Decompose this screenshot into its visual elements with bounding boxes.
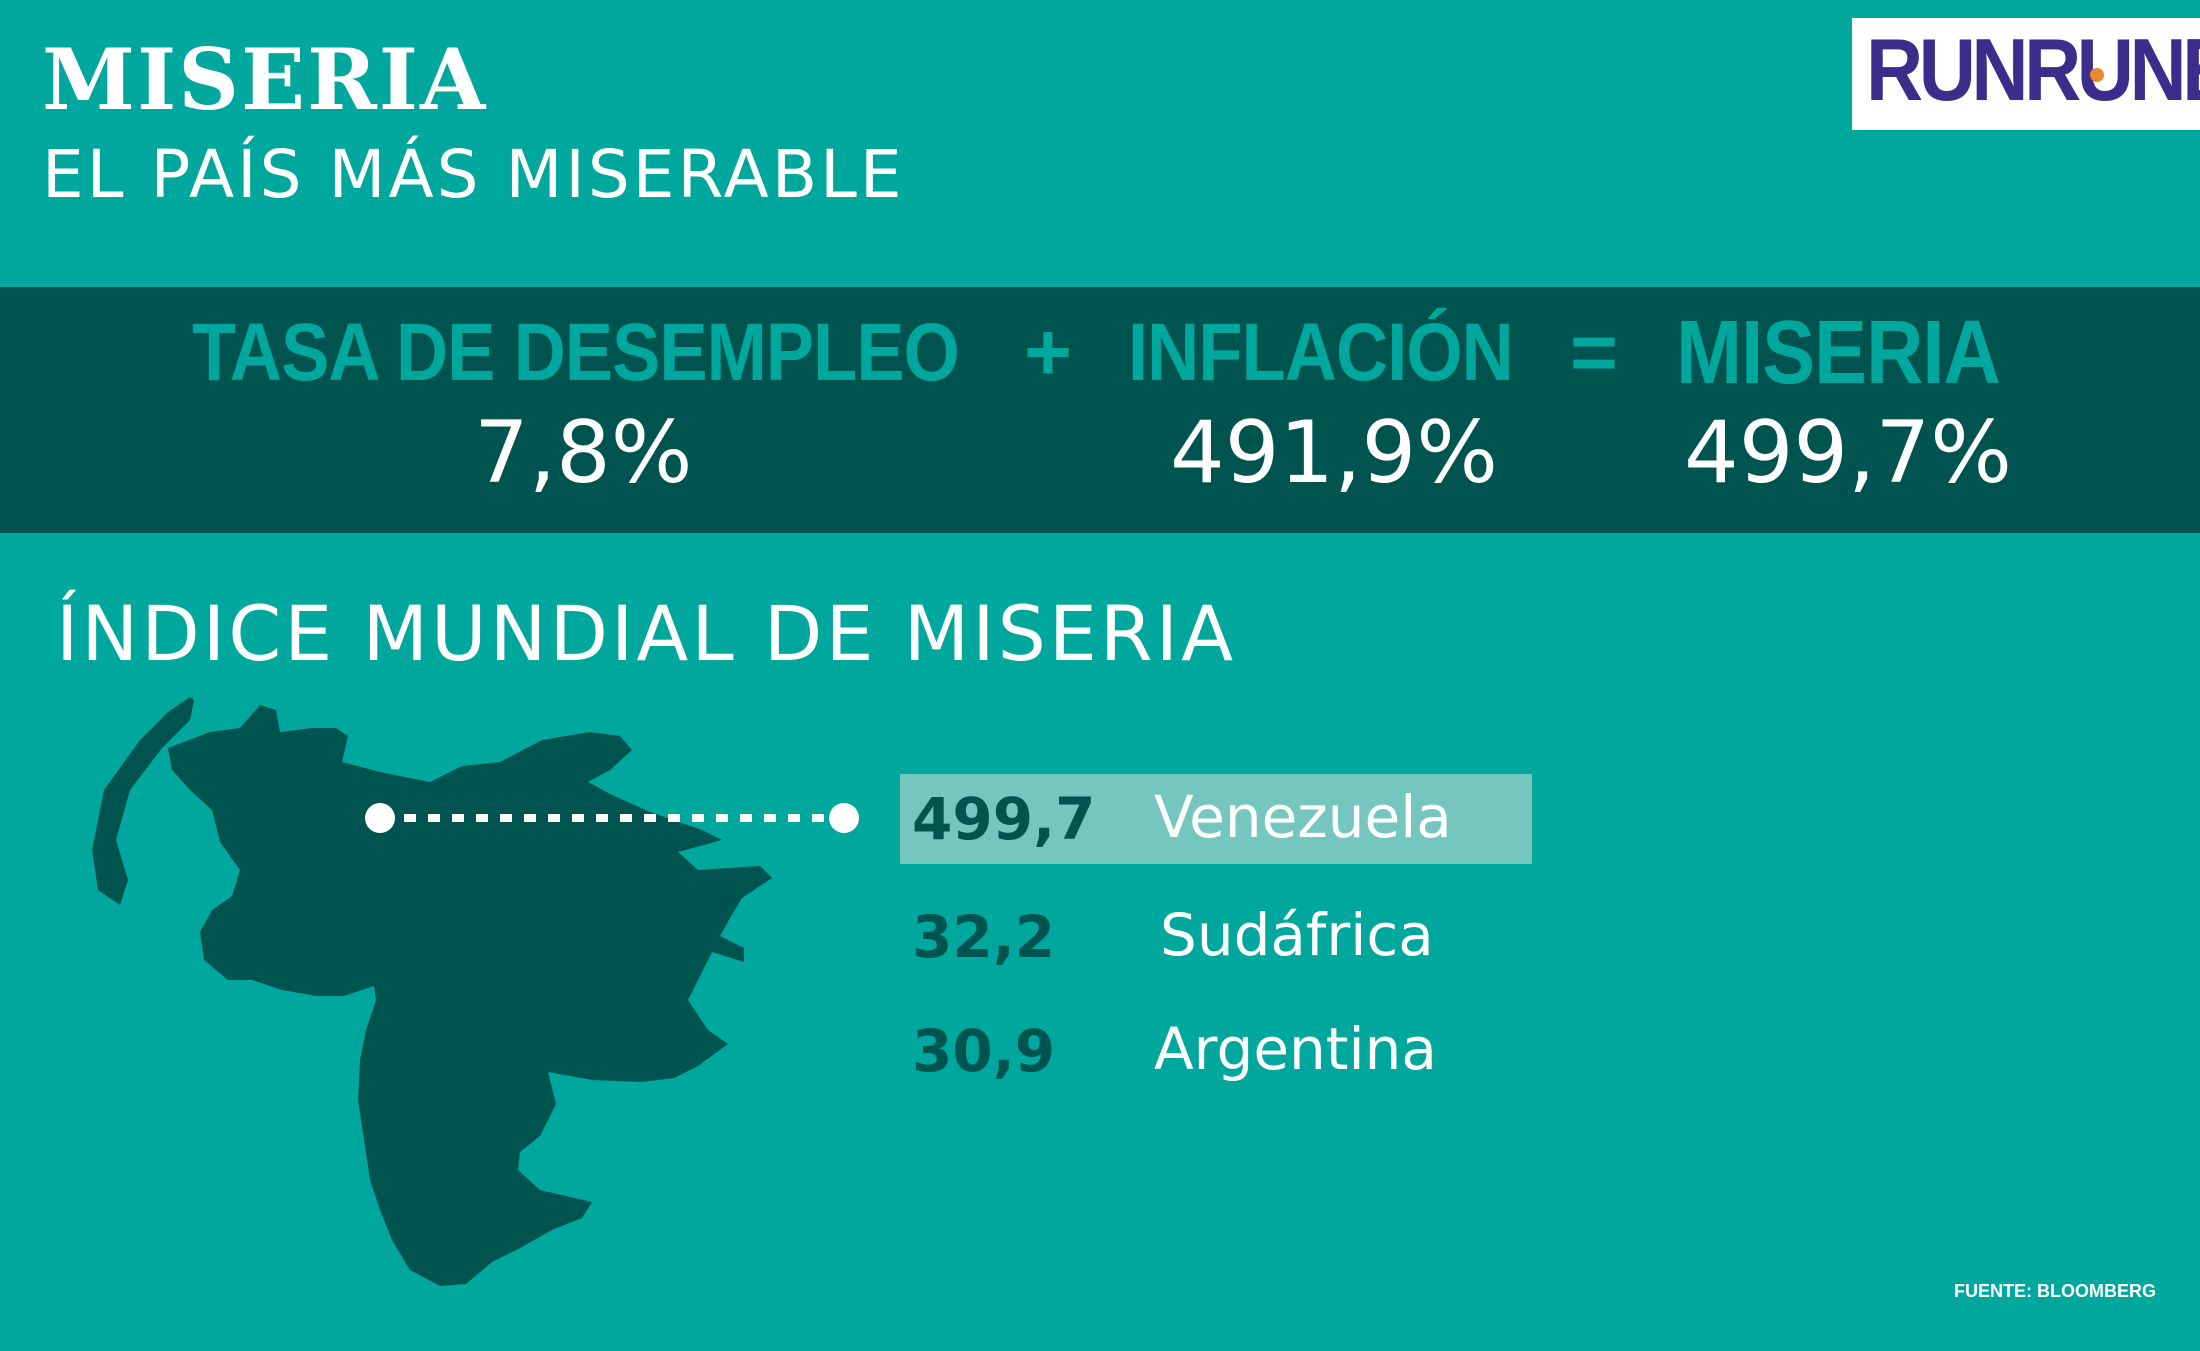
- ranking-score-argentina: 30,9: [912, 1017, 1056, 1085]
- ranking-title: ÍNDICE MUNDIAL DE MISERIA: [56, 589, 1237, 678]
- source-credit: FUENTE: BLOOMBERG: [1954, 1281, 2156, 1301]
- misery-label: MISERIA: [1676, 303, 2001, 403]
- connector-start-dot: [365, 803, 395, 833]
- equation-band: [0, 287, 2200, 533]
- equals-sign: =: [1570, 307, 1618, 398]
- connector-end-dot: [829, 803, 859, 833]
- inflation-value: 491,9%: [1170, 403, 1498, 503]
- misery-value: 499,7%: [1684, 403, 2012, 503]
- ranking-score-venezuela: 499,7: [912, 785, 1096, 853]
- unemployment-value: 7,8%: [474, 403, 693, 503]
- runrunes-logo: RUNRUNES: [1852, 18, 2200, 130]
- inflation-label: INFLACIÓN: [1128, 307, 1514, 398]
- ranking-country-sudafrica: Sudáfrica: [1160, 901, 1434, 969]
- logo-text: RUNRUNES: [1866, 20, 2200, 119]
- venezuela-map-icon: [92, 697, 772, 1286]
- ranking-score-sudafrica: 32,2: [912, 903, 1056, 971]
- ranking-country-venezuela: Venezuela: [1154, 783, 1452, 851]
- connector-line: [365, 803, 859, 833]
- logo-dot-icon: [2090, 68, 2104, 82]
- page-title: MISERIA: [42, 30, 488, 129]
- page-subtitle: EL PAÍS MÁS MISERABLE: [42, 136, 905, 213]
- highlight-row: [900, 774, 1532, 864]
- ranking-country-argentina: Argentina: [1154, 1015, 1437, 1083]
- plus-sign: +: [1024, 307, 1072, 398]
- unemployment-label: TASA DE DESEMPLEO: [192, 307, 960, 398]
